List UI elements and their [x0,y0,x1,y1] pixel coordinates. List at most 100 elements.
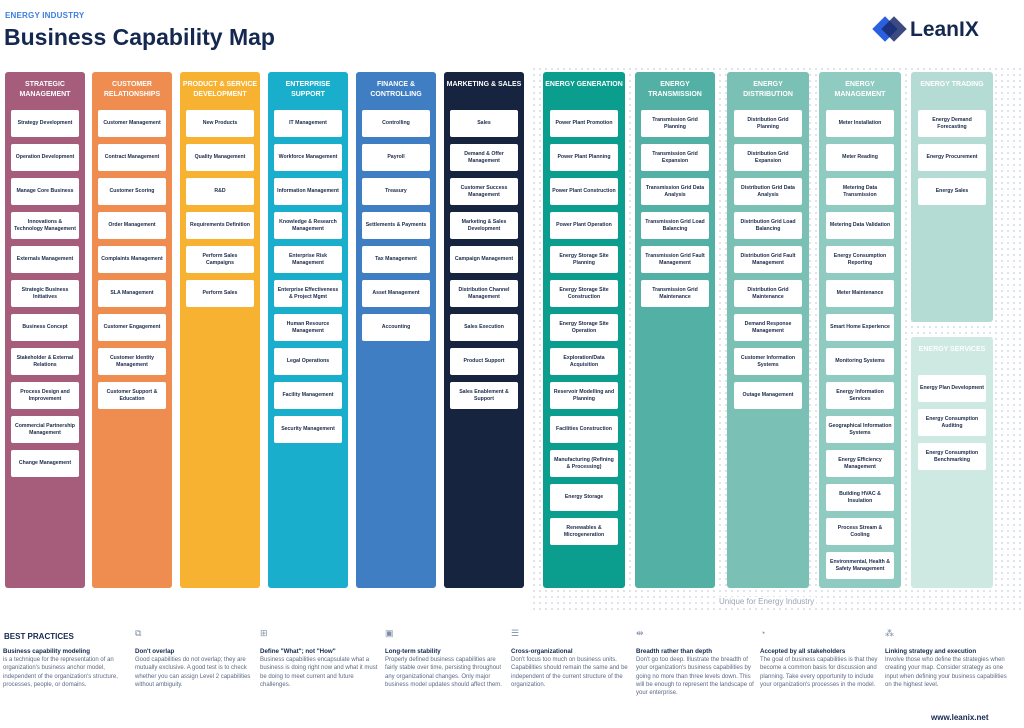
capability-box[interactable]: Customer Identity Management [98,348,166,375]
capability-box[interactable]: Tax Management [362,246,430,273]
capability-box[interactable]: Distribution Grid Planning [734,110,802,137]
capability-box[interactable]: Commercial Partnership Management [11,416,79,443]
capability-box[interactable]: Legal Operations [274,348,342,375]
capability-box[interactable]: Energy Demand Forecasting [918,110,986,137]
capability-box[interactable]: Asset Management [362,280,430,307]
capability-box[interactable]: Operation Development [11,144,79,171]
capability-box[interactable]: Meter Maintenance [826,280,894,307]
capability-box[interactable]: Energy Storage Site Planning [550,246,618,273]
capability-box[interactable]: Customer Engagement [98,314,166,341]
capability-box[interactable]: Settlements & Payments [362,212,430,239]
capability-box[interactable]: Sales [450,110,518,137]
capability-box[interactable]: Energy Sales [918,178,986,205]
capability-box[interactable]: Transmission Grid Planning [641,110,709,137]
capability-box[interactable]: Energy Storage [550,484,618,511]
capability-box[interactable]: Process Stream & Cooling [826,518,894,545]
capability-box[interactable]: Transmission Grid Fault Management [641,246,709,273]
capability-box[interactable]: Requirements Definition [186,212,254,239]
capability-box[interactable]: Business Concept [11,314,79,341]
capability-box[interactable]: SLA Management [98,280,166,307]
capability-box[interactable]: Power Plant Promotion [550,110,618,137]
capability-box[interactable]: Energy Storage Site Construction [550,280,618,307]
capability-box[interactable]: Perform Sales Campaigns [186,246,254,273]
capability-box[interactable]: Contract Management [98,144,166,171]
capability-box[interactable]: Demand Response Management [734,314,802,341]
capability-box[interactable]: Manage Core Business [11,178,79,205]
capability-box[interactable]: Accounting [362,314,430,341]
capability-box[interactable]: Renewables & Microgeneration [550,518,618,545]
capability-box[interactable]: Controlling [362,110,430,137]
capability-box[interactable]: Workforce Management [274,144,342,171]
capability-box[interactable]: IT Management [274,110,342,137]
capability-box[interactable]: Energy Consumption Reporting [826,246,894,273]
capability-box[interactable]: Energy Procurement [918,144,986,171]
capability-box[interactable]: R&D [186,178,254,205]
capability-box[interactable]: Exploration/Data Acquisition [550,348,618,375]
capability-box[interactable]: Energy Storage Site Operation [550,314,618,341]
capability-box[interactable]: Power Plant Operation [550,212,618,239]
capability-box[interactable]: Transmission Grid Load Balancing [641,212,709,239]
capability-box[interactable]: Product Support [450,348,518,375]
capability-box[interactable]: Energy Consumption Auditing [918,409,986,436]
capability-box[interactable]: Customer Success Management [450,178,518,205]
capability-box[interactable]: Treasury [362,178,430,205]
capability-box[interactable]: Complaints Management [98,246,166,273]
capability-box[interactable]: Environmental, Health & Safety Managemen… [826,552,894,579]
capability-box[interactable]: Enterprise Effectiveness & Project Mgmt [274,280,342,307]
capability-box[interactable]: Distribution Grid Data Analysis [734,178,802,205]
capability-box[interactable]: Stakeholder & External Relations [11,348,79,375]
capability-box[interactable]: Meter Reading [826,144,894,171]
capability-box[interactable]: Facility Management [274,382,342,409]
capability-box[interactable]: Strategy Development [11,110,79,137]
capability-box[interactable]: Power Plant Planning [550,144,618,171]
capability-box[interactable]: Process Design and Improvement [11,382,79,409]
capability-box[interactable]: Payroll [362,144,430,171]
capability-box[interactable]: Information Management [274,178,342,205]
capability-box[interactable]: Transmission Grid Data Analysis [641,178,709,205]
capability-box[interactable]: Metering Data Transmission [826,178,894,205]
capability-box[interactable]: Facilities Construction [550,416,618,443]
capability-box[interactable]: Distribution Channel Management [450,280,518,307]
capability-box[interactable]: Energy Consumption Benchmarking [918,443,986,470]
capability-box[interactable]: Marketing & Sales Development [450,212,518,239]
capability-box[interactable]: New Products [186,110,254,137]
capability-box[interactable]: Sales Execution [450,314,518,341]
capability-box[interactable]: Strategic Business Initiatives [11,280,79,307]
capability-box[interactable]: Meter Installation [826,110,894,137]
capability-box[interactable]: Knowledge & Research Management [274,212,342,239]
capability-box[interactable]: Change Management [11,450,79,477]
capability-box[interactable]: Sales Enablement & Support [450,382,518,409]
capability-box[interactable]: Energy Information Services [826,382,894,409]
capability-box[interactable]: Distribution Grid Maintenance [734,280,802,307]
capability-box[interactable]: Order Management [98,212,166,239]
capability-box[interactable]: Transmission Grid Expansion [641,144,709,171]
capability-box[interactable]: Outage Management [734,382,802,409]
capability-box[interactable]: Distribution Grid Load Balancing [734,212,802,239]
capability-box[interactable]: Enterprise Risk Management [274,246,342,273]
capability-box[interactable]: Building HVAC & Insulation [826,484,894,511]
capability-box[interactable]: Campaign Management [450,246,518,273]
capability-box[interactable]: Reservoir Modelling and Planning [550,382,618,409]
capability-box[interactable]: Human Resource Management [274,314,342,341]
capability-box[interactable]: Perform Sales [186,280,254,307]
capability-box[interactable]: Customer Information Systems [734,348,802,375]
capability-box[interactable]: Externals Management [11,246,79,273]
capability-box[interactable]: Innovations & Technology Management [11,212,79,239]
capability-box[interactable]: Smart Home Experience [826,314,894,341]
capability-box[interactable]: Power Plant Construction [550,178,618,205]
capability-box[interactable]: Customer Scoring [98,178,166,205]
capability-box[interactable]: Customer Support & Education [98,382,166,409]
capability-box[interactable]: Quality Management [186,144,254,171]
capability-box[interactable]: Demand & Offer Management [450,144,518,171]
capability-box[interactable]: Distribution Grid Fault Management [734,246,802,273]
capability-box[interactable]: Geographical Information Systems [826,416,894,443]
capability-box[interactable]: Security Management [274,416,342,443]
capability-box[interactable]: Energy Efficiency Management [826,450,894,477]
capability-box[interactable]: Customer Management [98,110,166,137]
footer-url[interactable]: www.leanix.net [931,713,989,722]
capability-box[interactable]: Transmission Grid Maintenance [641,280,709,307]
capability-box[interactable]: Distribution Grid Expansion [734,144,802,171]
capability-box[interactable]: Monitoring Systems [826,348,894,375]
capability-box[interactable]: Metering Data Validation [826,212,894,239]
capability-box[interactable]: Manufacturing (Refining & Processing) [550,450,618,477]
